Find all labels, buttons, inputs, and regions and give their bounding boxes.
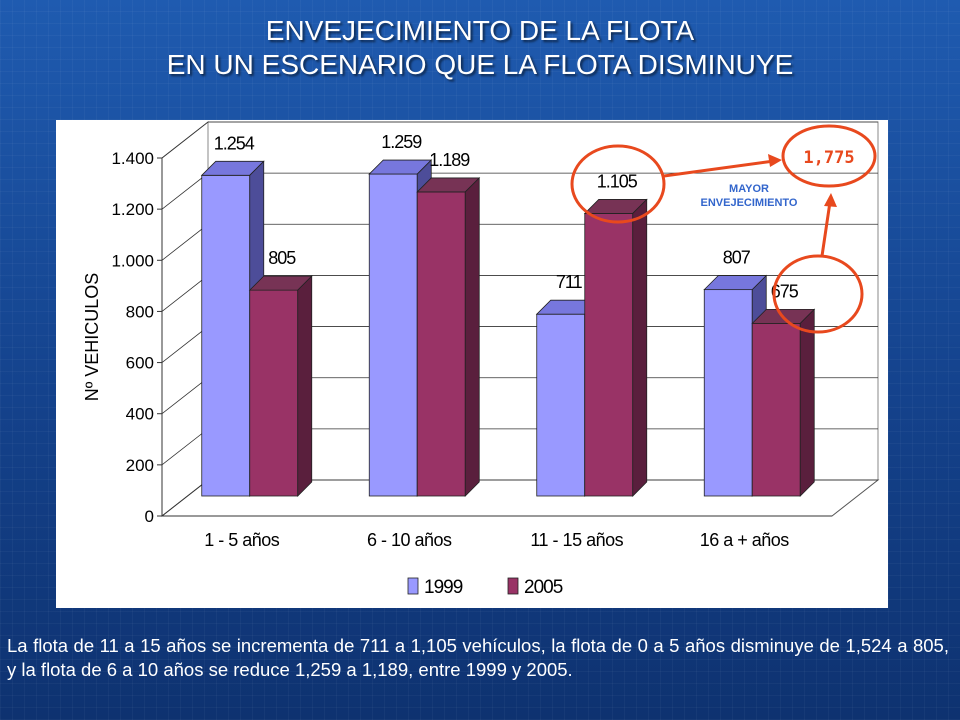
total-label: 1,775 [803,148,854,168]
bar-side-2005-1 [464,176,480,497]
bar-side-2005-0 [297,275,313,497]
x-tick-label: 6 - 10 años [367,530,452,550]
y-tick-label: 600 [126,354,154,373]
data-label: 711 [556,272,583,292]
bar-2005-0 [249,289,299,497]
y-tick-label: 0 [145,507,154,526]
arrow-line-2 [820,201,832,257]
y-tick-label: 1.000 [111,251,154,270]
y-axis-title: Nº VEHICULOS [82,273,102,402]
legend-swatch-2005 [507,577,519,595]
bar-2005-3 [751,322,801,497]
arrowhead-2 [824,193,837,207]
chart-panel: 0 200 400 600 800 1.000 1.200 1.400 Nº VEHICULOS… [56,120,888,608]
highlight-circle-2005-16plus [772,254,864,334]
side-wall [161,120,209,518]
bar-chart: 0 200 400 600 800 1.000 1.200 1.400 Nº VEHICULOS… [82,120,880,598]
legend-label-2005: 2005 [524,577,563,598]
y-tick-label: 800 [126,302,154,321]
bar-1999-3 [703,289,753,497]
y-tick-label: 1.200 [111,200,154,219]
legend-label-1999: 1999 [424,577,463,598]
arrowhead-1 [768,154,782,167]
data-label: 805 [268,248,296,268]
highlight-circle-2005-11-15 [570,144,666,224]
note-line-2: ENVEJECIMIENTO [701,197,798,209]
bar-1999-2 [536,313,586,497]
y-tick-label: 200 [126,456,154,475]
x-tick-label: 11 - 15 años [530,530,623,550]
bar-side-2005-2 [632,198,648,497]
bar-2005-1 [416,191,466,497]
note-line-1: MAYOR [729,183,769,195]
y-tick-label: 1.400 [111,149,154,168]
data-label: 1.259 [381,132,422,152]
gridline [161,121,878,159]
bar-2005-2 [584,213,634,497]
data-label: 675 [771,281,799,301]
data-label: 1.254 [214,133,255,153]
bar-side-2005-3 [799,308,815,497]
caption-text: La flota de 11 a 15 años se incrementa d… [7,635,949,680]
legend-swatch-1999 [407,577,419,595]
slide-title-line-2: EN UN ESCENARIO QUE LA FLOTA DISMINUYE [166,49,794,80]
data-label: 1.189 [429,150,470,170]
bar-1999-0 [201,174,251,497]
data-label: 807 [723,248,751,268]
x-tick-label: 1 - 5 años [204,530,280,550]
data-label: 1.105 [597,171,638,191]
slide-title-line-1: ENVEJECIMIENTO DE LA FLOTA [265,15,695,46]
y-tick-label: 400 [126,405,154,424]
x-tick-label: 16 a + años [700,530,790,550]
arrow-line-1 [663,159,775,178]
bar-1999-1 [368,173,418,497]
highlight-circle-total [781,124,877,188]
